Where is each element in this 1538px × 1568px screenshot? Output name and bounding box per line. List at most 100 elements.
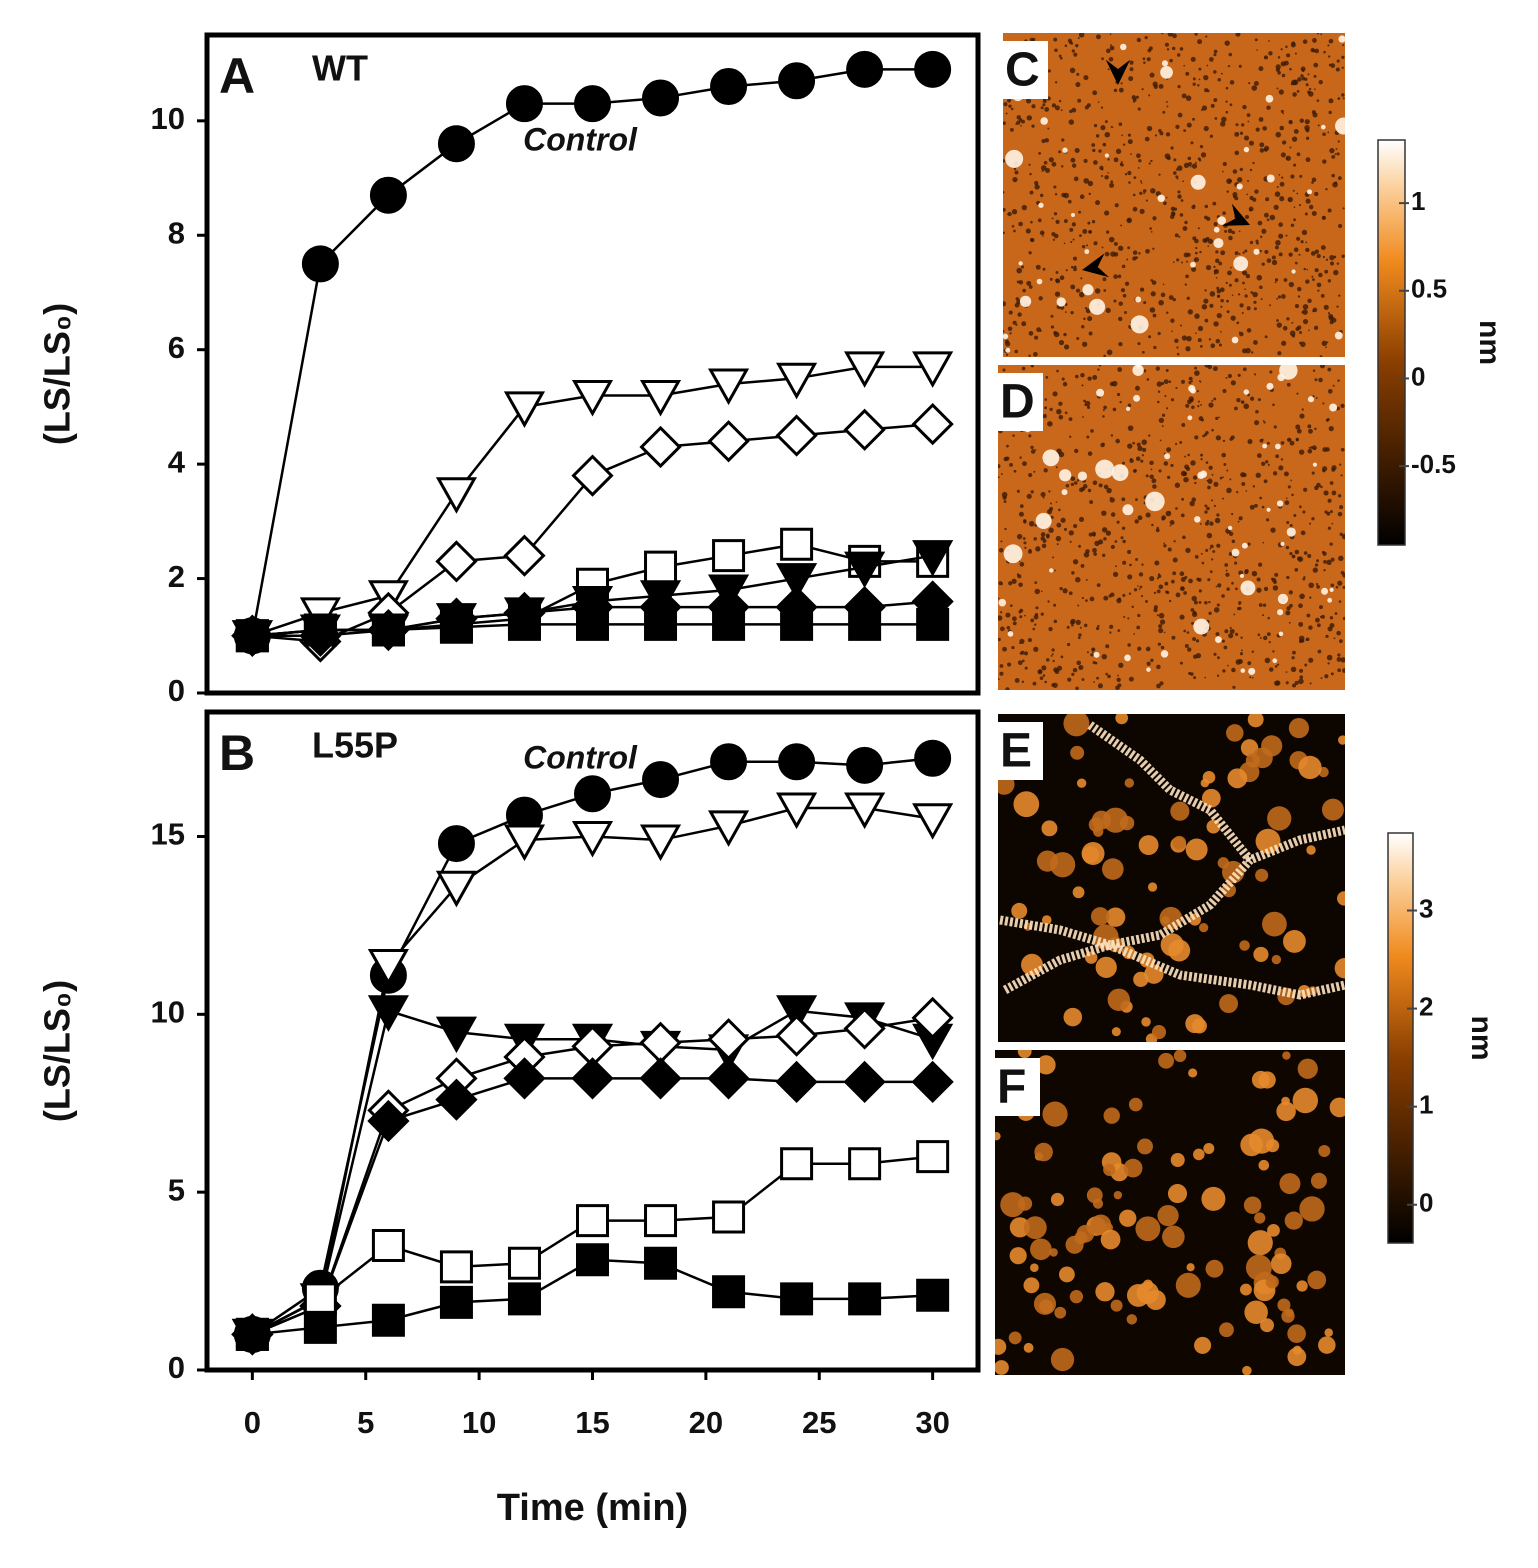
x-tick-label: 30 [915, 1405, 949, 1440]
texture [1308, 582, 1314, 589]
texture [1299, 331, 1303, 334]
particle [1240, 668, 1246, 673]
texture [1156, 589, 1161, 594]
texture [998, 581, 1003, 586]
texture [1035, 606, 1039, 610]
texture [1311, 471, 1315, 475]
particle [1266, 174, 1275, 183]
texture [1000, 472, 1003, 475]
texture [1012, 176, 1018, 183]
texture [1215, 435, 1222, 441]
texture [1235, 659, 1242, 665]
texture [1265, 197, 1270, 202]
texture [1173, 158, 1177, 162]
texture [1293, 514, 1297, 517]
texture [1200, 552, 1203, 555]
texture [1104, 131, 1110, 138]
texture [1146, 125, 1153, 132]
texture [1121, 134, 1124, 137]
texture [1044, 106, 1050, 112]
texture [1235, 587, 1238, 591]
texture [1093, 241, 1098, 246]
marker [437, 825, 475, 863]
particle [1089, 298, 1106, 315]
texture [1288, 120, 1293, 125]
texture [998, 476, 1000, 479]
texture [1063, 527, 1067, 531]
particle [1035, 512, 1052, 529]
texture [1226, 487, 1232, 494]
texture [1204, 504, 1208, 508]
texture [1169, 520, 1175, 526]
texture [1327, 279, 1332, 283]
texture [1327, 131, 1330, 134]
y-tick-label: 10 [151, 101, 185, 136]
texture [1235, 33, 1241, 37]
texture [1119, 162, 1123, 166]
texture [1291, 554, 1296, 559]
texture [1016, 573, 1020, 576]
marker [712, 1275, 746, 1309]
texture [1012, 434, 1015, 437]
particle [1261, 735, 1283, 757]
particle [1003, 544, 1023, 564]
texture [1161, 33, 1164, 35]
texture [1174, 233, 1179, 238]
texture [1247, 542, 1251, 546]
texture [1308, 625, 1313, 630]
texture [1190, 460, 1196, 466]
texture [1174, 338, 1179, 343]
texture [1247, 661, 1252, 666]
texture [1194, 435, 1199, 440]
texture [1165, 369, 1169, 372]
texture [1122, 560, 1127, 565]
texture [1149, 307, 1156, 313]
texture [1124, 281, 1130, 286]
particle [1334, 331, 1343, 340]
texture [1256, 587, 1262, 593]
texture [1104, 120, 1108, 124]
texture [1275, 131, 1282, 138]
marker [503, 1057, 546, 1100]
particle [1284, 1211, 1303, 1230]
texture [1151, 523, 1154, 527]
texture [1101, 527, 1108, 533]
texture [1142, 57, 1146, 61]
texture [1291, 493, 1294, 497]
texture [1234, 561, 1238, 565]
marker [843, 408, 886, 451]
particle [1277, 593, 1289, 605]
texture [1266, 218, 1270, 222]
texture [1092, 660, 1096, 665]
texture [1337, 379, 1340, 382]
texture [1180, 324, 1183, 327]
particle [1119, 1209, 1137, 1227]
texture [1092, 533, 1096, 537]
texture [1179, 440, 1183, 444]
texture [1028, 472, 1033, 478]
texture [1055, 278, 1061, 284]
texture [1301, 229, 1308, 236]
texture [1220, 305, 1223, 308]
texture [1293, 163, 1297, 167]
texture [1207, 578, 1211, 582]
texture [1204, 510, 1208, 514]
particle [1201, 788, 1221, 808]
texture [1220, 121, 1226, 127]
texture [1073, 523, 1078, 529]
marker [846, 746, 884, 784]
texture [1044, 398, 1048, 401]
particle [1247, 1230, 1273, 1256]
texture [1035, 264, 1041, 270]
texture [1121, 497, 1126, 502]
texture [1157, 574, 1162, 579]
texture [1259, 637, 1262, 639]
particle [1082, 284, 1094, 296]
texture [1126, 217, 1133, 224]
texture [1247, 439, 1253, 445]
texture [1179, 571, 1185, 577]
marker [844, 551, 886, 589]
texture [1168, 380, 1172, 383]
particle [1185, 838, 1208, 861]
